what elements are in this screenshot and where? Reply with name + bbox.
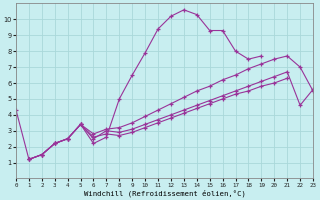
X-axis label: Windchill (Refroidissement éolien,°C): Windchill (Refroidissement éolien,°C) xyxy=(84,189,245,197)
